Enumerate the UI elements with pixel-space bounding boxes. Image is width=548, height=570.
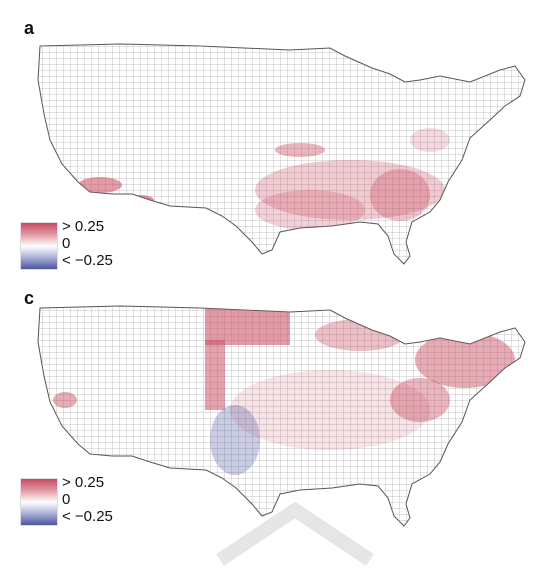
- legend-low-label: < −0.25: [62, 508, 113, 525]
- panel-label: a: [24, 18, 35, 38]
- panel-label: c: [24, 288, 35, 308]
- us-county-map-a: [37, 43, 526, 265]
- legend-color-bar: [20, 222, 58, 270]
- map-panel-a: a > 0.25 0 < −0.25: [0, 10, 548, 280]
- legend-mid-label: 0: [62, 235, 71, 252]
- color-legend: > 0.25 0 < −0.25: [20, 218, 140, 282]
- map-panel-c: c > 0.25 0 < −0.25: [0, 280, 548, 550]
- us-county-map-c: [37, 305, 526, 527]
- legend-high-label: > 0.25: [62, 474, 105, 491]
- watermark-chevron: [216, 501, 374, 566]
- color-legend: > 0.25 0 < −0.25: [20, 474, 140, 538]
- legend-mid-label: 0: [62, 491, 71, 508]
- legend-low-label: < −0.25: [62, 252, 113, 269]
- legend-high-label: > 0.25: [62, 218, 105, 235]
- legend-color-bar: [20, 478, 58, 526]
